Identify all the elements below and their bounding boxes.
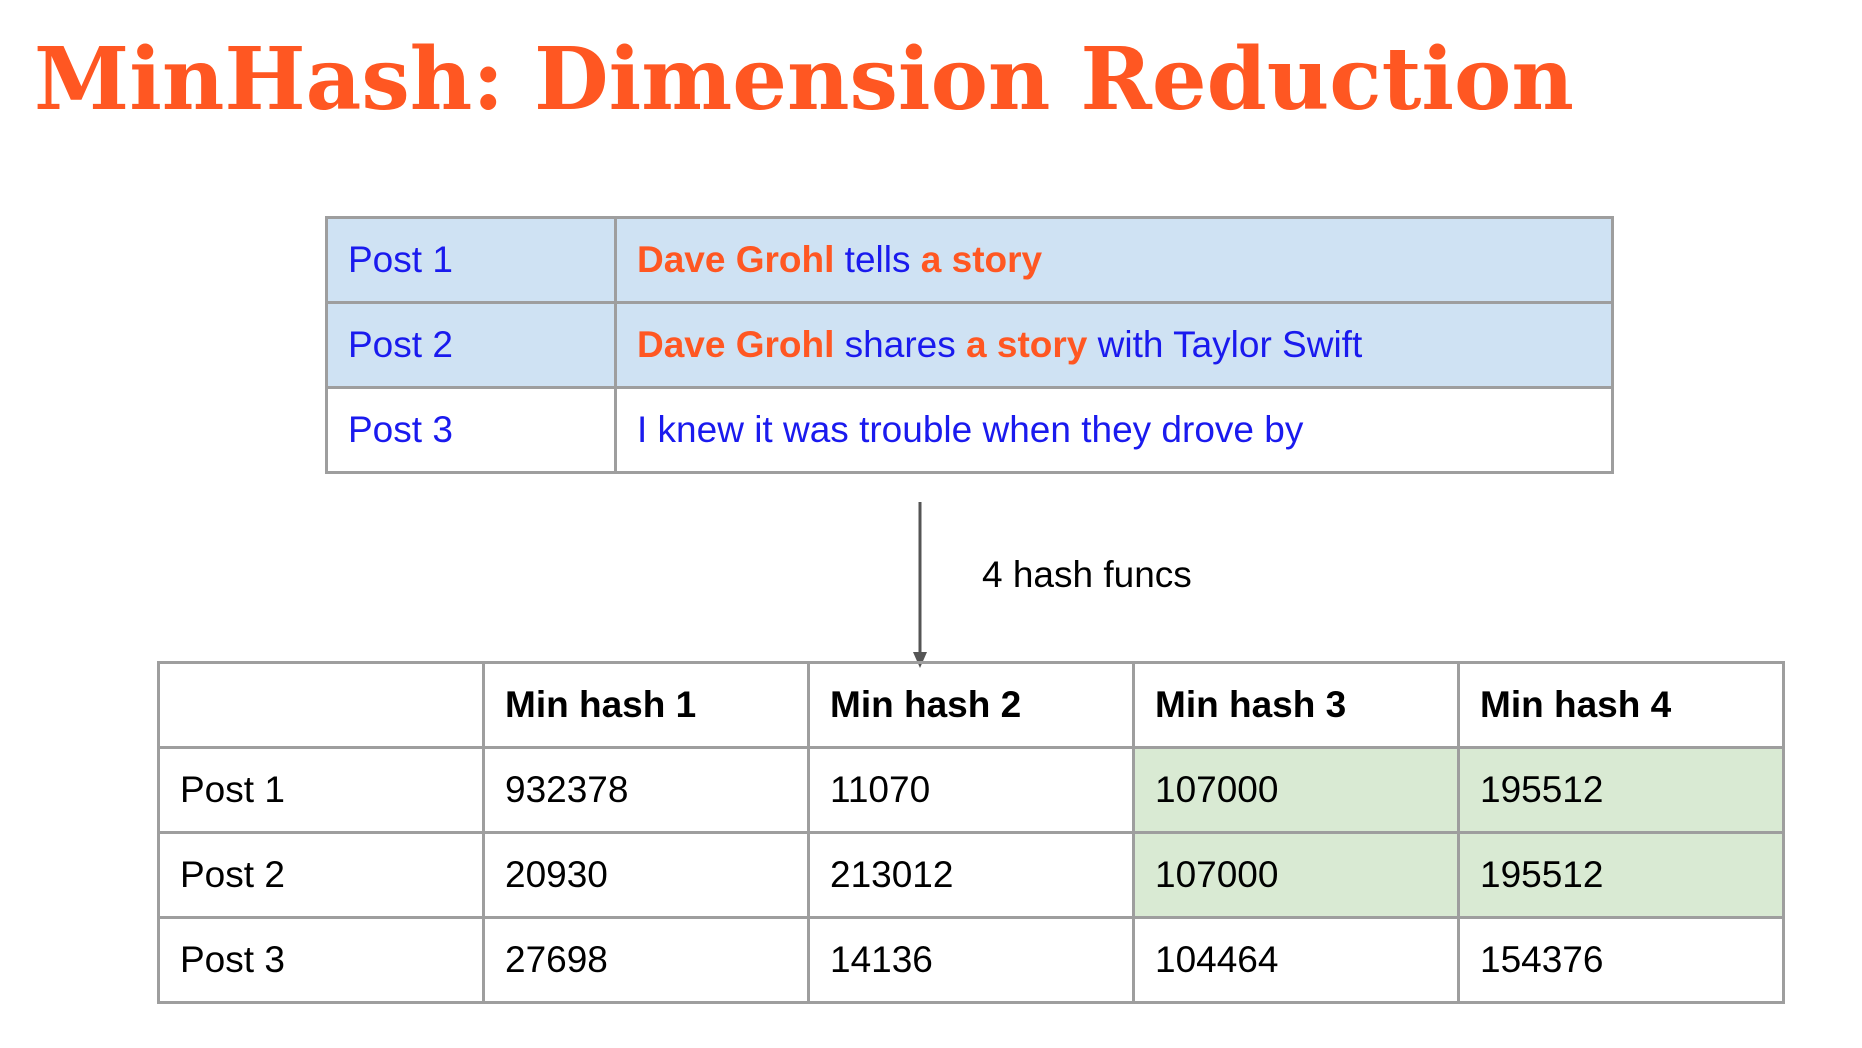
shared-phrase: a story bbox=[966, 324, 1088, 365]
minhash-table-head: Min hash 1 Min hash 2 Min hash 3 Min hash 4 bbox=[157, 661, 1785, 749]
minhash-table-body: Post 1 932378 11070 107000 195512 Post 2 20930… bbox=[157, 746, 1785, 1004]
shared-phrase: Dave Grohl bbox=[637, 324, 835, 365]
hash-value-cell: 20930 bbox=[482, 831, 810, 919]
minhash-table: Min hash 1 Min hash 2 Min hash 3 Min hash 4… bbox=[157, 661, 1785, 1004]
post-text: Dave Grohl tells a story bbox=[614, 216, 1614, 304]
hash-value-cell: 11070 bbox=[807, 746, 1135, 834]
minhash-header-cell: Min hash 2 bbox=[807, 661, 1135, 749]
row-label: Post 3 bbox=[157, 916, 485, 1004]
corner-header-cell bbox=[157, 661, 485, 749]
matching-hash-cell: 195512 bbox=[1457, 746, 1785, 834]
minhash-row: Post 3 27698 14136 104464 154376 bbox=[157, 916, 1785, 1004]
post-row: Post 2 Dave Grohl shares a story with Tay… bbox=[325, 301, 1614, 389]
hash-value-cell: 932378 bbox=[482, 746, 810, 834]
hash-value-cell: 14136 bbox=[807, 916, 1135, 1004]
shared-phrase: Dave Grohl bbox=[637, 239, 835, 280]
post-text: I knew it was trouble when they drove by bbox=[614, 386, 1614, 474]
slide-title: MinHash: Dimension Reduction bbox=[34, 29, 1574, 130]
post-row: Post 1 Dave Grohl tells a story bbox=[325, 216, 1614, 304]
minhash-header-cell: Min hash 1 bbox=[482, 661, 810, 749]
minhash-header-cell: Min hash 4 bbox=[1457, 661, 1785, 749]
post-text-segment: tells bbox=[834, 239, 921, 280]
shared-phrase: a story bbox=[920, 239, 1043, 280]
down-arrow-icon bbox=[913, 502, 927, 668]
minhash-header-row: Min hash 1 Min hash 2 Min hash 3 Min hash 4 bbox=[157, 661, 1785, 749]
row-label: Post 1 bbox=[157, 746, 485, 834]
hash-value-cell: 27698 bbox=[482, 916, 810, 1004]
minhash-header-cell: Min hash 3 bbox=[1132, 661, 1460, 749]
post-label: Post 2 bbox=[325, 301, 617, 389]
post-label: Post 3 bbox=[325, 386, 617, 474]
matching-hash-cell: 107000 bbox=[1132, 746, 1460, 834]
hash-value-cell: 154376 bbox=[1457, 916, 1785, 1004]
post-text-segment: with Taylor Swift bbox=[1087, 324, 1363, 365]
matching-hash-cell: 107000 bbox=[1132, 831, 1460, 919]
post-row: Post 3 I knew it was trouble when they dr… bbox=[325, 386, 1614, 474]
post-label: Post 1 bbox=[325, 216, 617, 304]
hash-value-cell: 213012 bbox=[807, 831, 1135, 919]
post-text-segment: shares bbox=[834, 324, 967, 365]
hash-funcs-label: 4 hash funcs bbox=[982, 554, 1192, 595]
matching-hash-cell: 195512 bbox=[1457, 831, 1785, 919]
posts-table-body: Post 1 Dave Grohl tells a story Post 2 Dave… bbox=[325, 216, 1614, 474]
posts-table: Post 1 Dave Grohl tells a story Post 2 Dave… bbox=[325, 216, 1614, 474]
row-label: Post 2 bbox=[157, 831, 485, 919]
minhash-row: Post 1 932378 11070 107000 195512 bbox=[157, 746, 1785, 834]
hash-value-cell: 104464 bbox=[1132, 916, 1460, 1004]
post-text-segment: I knew it was trouble when they drove by bbox=[637, 409, 1304, 450]
minhash-row: Post 2 20930 213012 107000 195512 bbox=[157, 831, 1785, 919]
post-text: Dave Grohl shares a story with Taylor Sw… bbox=[614, 301, 1614, 389]
